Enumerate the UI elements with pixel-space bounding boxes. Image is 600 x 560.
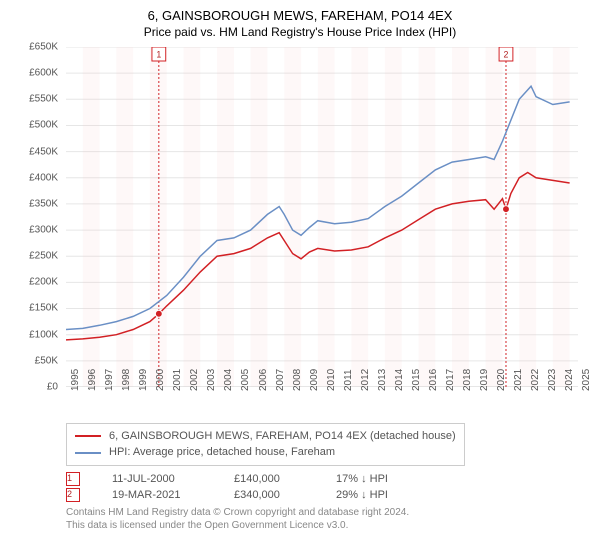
x-tick-label: 1997	[104, 369, 115, 391]
x-tick-label: 1996	[87, 369, 98, 391]
y-tick-label: £0	[47, 381, 58, 392]
x-tick-label: 2005	[240, 369, 251, 391]
y-tick-label: £250K	[29, 251, 58, 262]
event-row: 2 19-MAR-2021 £340,000 29% ↓ HPI	[66, 488, 588, 502]
x-tick-label: 2017	[445, 369, 456, 391]
x-tick-label: 2025	[581, 369, 592, 391]
x-tick-label: 2001	[172, 369, 183, 391]
svg-text:1: 1	[156, 49, 161, 59]
event-date: 11-JUL-2000	[112, 473, 202, 485]
x-tick-label: 1999	[138, 369, 149, 391]
chart-subtitle: Price paid vs. HM Land Registry's House …	[12, 25, 588, 39]
event-marker: 2	[66, 488, 80, 502]
x-tick-label: 2020	[496, 369, 507, 391]
y-tick-label: £650K	[29, 41, 58, 52]
event-pct: 17% ↓ HPI	[336, 473, 416, 485]
y-tick-label: £300K	[29, 224, 58, 235]
y-tick-label: £350K	[29, 198, 58, 209]
y-axis: £0£50K£100K£150K£200K£250K£300K£350K£400…	[12, 47, 62, 387]
event-row: 1 11-JUL-2000 £140,000 17% ↓ HPI	[66, 472, 588, 486]
x-tick-label: 1995	[70, 369, 81, 391]
x-tick-label: 2018	[462, 369, 473, 391]
license-text: Contains HM Land Registry data © Crown c…	[66, 506, 588, 532]
legend: 6, GAINSBOROUGH MEWS, FAREHAM, PO14 4EX …	[66, 423, 465, 466]
x-tick-label: 2006	[258, 369, 269, 391]
x-tick-label: 2015	[411, 369, 422, 391]
event-price: £340,000	[234, 489, 304, 501]
legend-item: HPI: Average price, detached house, Fare…	[75, 444, 456, 461]
legend-item: 6, GAINSBOROUGH MEWS, FAREHAM, PO14 4EX …	[75, 428, 456, 445]
y-tick-label: £500K	[29, 120, 58, 131]
plot-area: 12	[66, 47, 578, 387]
legend-swatch	[75, 435, 101, 437]
event-price: £140,000	[234, 473, 304, 485]
y-tick-label: £450K	[29, 146, 58, 157]
chart-title: 6, GAINSBOROUGH MEWS, FAREHAM, PO14 4EX	[12, 8, 588, 25]
x-tick-label: 2008	[292, 369, 303, 391]
y-tick-label: £400K	[29, 172, 58, 183]
chart: £0 £50K £100K £150K £200K £250K £300K £350K £400…	[12, 47, 588, 417]
y-tick-label: £100K	[29, 329, 58, 340]
license-line: Contains HM Land Registry data © Crown c…	[66, 506, 588, 519]
license-line: This data is licensed under the Open Gov…	[66, 519, 588, 532]
x-tick-label: 2010	[326, 369, 337, 391]
x-tick-label: 2016	[428, 369, 439, 391]
x-tick-label: 2003	[206, 369, 217, 391]
event-date: 19-MAR-2021	[112, 489, 202, 501]
x-tick-label: 2024	[564, 369, 575, 391]
svg-text:2: 2	[504, 49, 509, 59]
y-tick-label: £50K	[35, 355, 58, 366]
x-tick-label: 2014	[394, 369, 405, 391]
x-tick-label: 2007	[275, 369, 286, 391]
x-tick-label: 2009	[309, 369, 320, 391]
x-tick-label: 2000	[155, 369, 166, 391]
event-pct: 29% ↓ HPI	[336, 489, 416, 501]
y-tick-label: £550K	[29, 94, 58, 105]
y-tick-label: £600K	[29, 68, 58, 79]
y-tick-label: £150K	[29, 303, 58, 314]
events-table: 1 11-JUL-2000 £140,000 17% ↓ HPI 2 19-MAR-202…	[66, 472, 588, 502]
x-tick-label: 2023	[547, 369, 558, 391]
x-tick-label: 1998	[121, 369, 132, 391]
legend-label: 6, GAINSBOROUGH MEWS, FAREHAM, PO14 4EX …	[109, 428, 456, 445]
x-tick-label: 2011	[343, 369, 354, 391]
x-tick-label: 2013	[377, 369, 388, 391]
legend-label: HPI: Average price, detached house, Fare…	[109, 444, 335, 461]
y-tick-label: £200K	[29, 277, 58, 288]
event-marker: 1	[66, 472, 80, 486]
x-tick-label: 2012	[360, 369, 371, 391]
x-tick-label: 2021	[513, 369, 524, 391]
x-axis: 1995199619971998199920002001200220032004…	[66, 387, 578, 417]
x-tick-label: 2019	[479, 369, 490, 391]
x-tick-label: 2022	[530, 369, 541, 391]
x-tick-label: 2004	[223, 369, 234, 391]
legend-swatch	[75, 452, 101, 454]
x-tick-label: 2002	[189, 369, 200, 391]
